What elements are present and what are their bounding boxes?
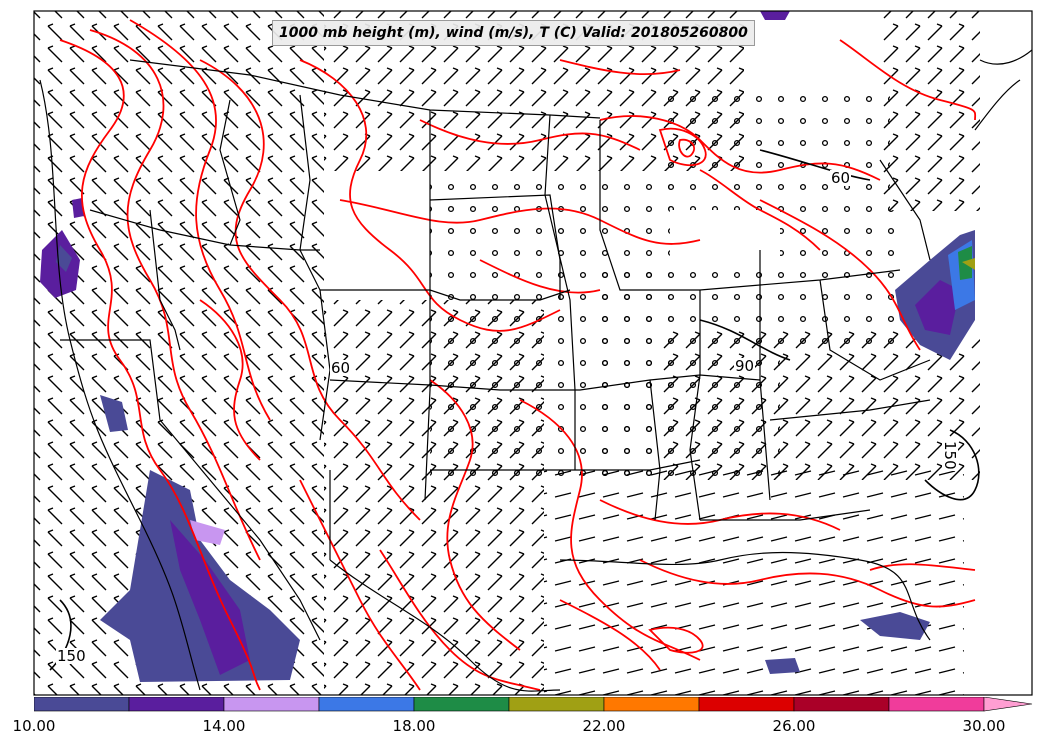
colorbar-tick-18: 18.00 (392, 717, 436, 735)
colorbar-tick-22: 22.00 (582, 717, 626, 735)
colorbar-bin (413, 697, 510, 712)
colorbar-extend-arrow (983, 697, 1033, 712)
map-title: 1000 mb height (m), wind (m/s), T (C) Va… (272, 20, 755, 46)
colorbar-bin (318, 697, 415, 712)
contour-label-ohio: 90 (734, 357, 756, 375)
colorbar-tick-30: 30.00 (962, 717, 1006, 735)
plot-area (34, 11, 1032, 695)
wind-speed-shading (40, 11, 975, 682)
temperature-contours (59, 19, 977, 691)
colorbar-bin (793, 697, 890, 712)
contour-label-southwest: 150 (56, 647, 87, 665)
contour-label-west: 60 (330, 359, 352, 377)
colorbar-bin (34, 697, 130, 712)
political-borders (39, 49, 1032, 692)
colorbar-bin (698, 697, 795, 712)
contour-label-east: 150 (941, 440, 959, 471)
colorbar-tick-14: 14.00 (202, 717, 246, 735)
colorbar-bin (128, 697, 225, 712)
colorbar-bin (603, 697, 700, 712)
colorbar-tick-26: 26.00 (772, 717, 816, 735)
plot-frame (33, 10, 1033, 696)
colorbar-bin (888, 697, 985, 712)
colorbar-bin (508, 697, 605, 712)
contour-label-lakes: 60 (830, 169, 852, 187)
height-contours (49, 149, 980, 671)
colorbar-bin (223, 697, 320, 712)
colorbar-tick-10: 10.00 (12, 717, 56, 735)
colorbar (34, 697, 1033, 712)
